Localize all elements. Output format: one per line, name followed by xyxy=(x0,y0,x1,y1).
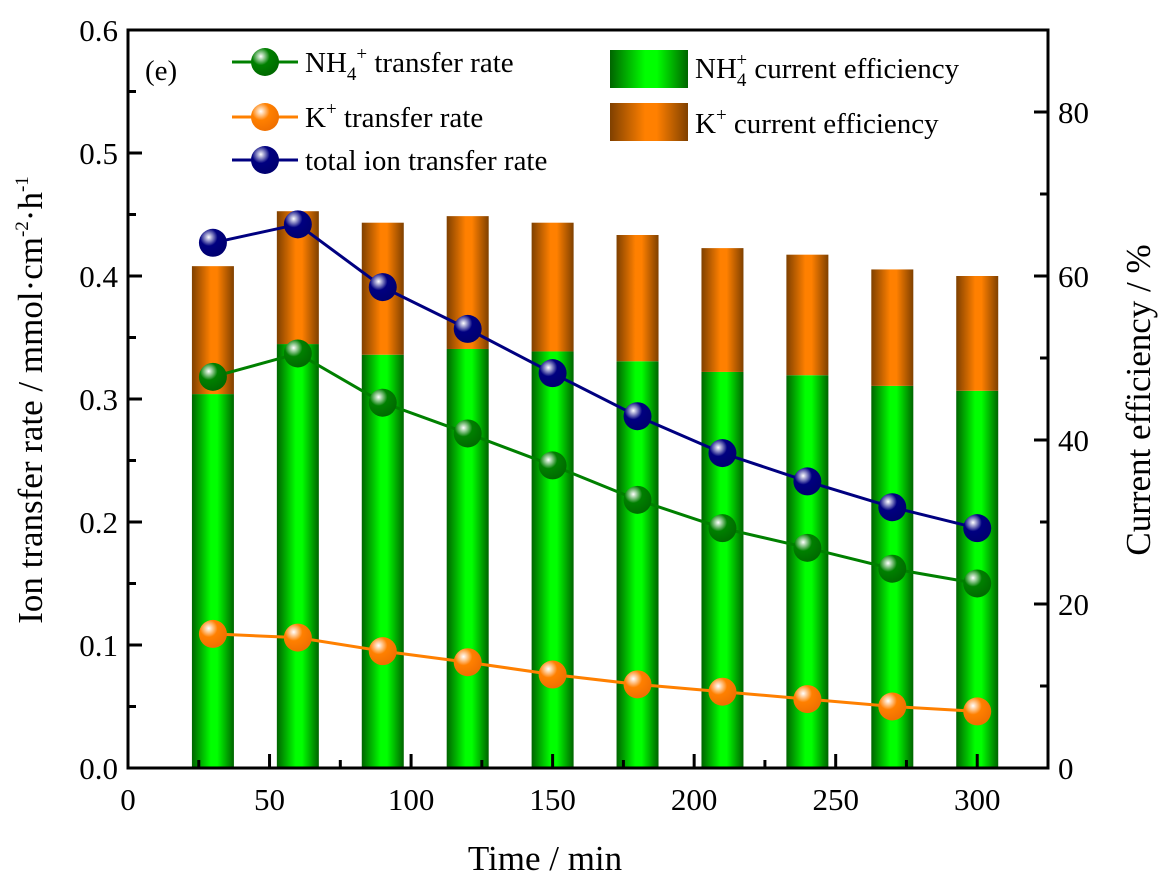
y-left-tick-label: 0.5 xyxy=(79,136,118,171)
point-total-rate xyxy=(368,273,397,302)
svg-text:NH4+ current efficiency: NH4+ current efficiency xyxy=(695,50,960,91)
x-tick-label: 0 xyxy=(120,782,136,817)
y-right-tick-label: 40 xyxy=(1058,423,1089,458)
point-nh4-rate xyxy=(878,554,907,583)
bars xyxy=(191,211,999,768)
legend-label: NH xyxy=(695,53,737,85)
point-total-rate xyxy=(878,493,907,522)
bar-k-ce xyxy=(786,254,829,376)
point-nh4-rate xyxy=(708,514,737,543)
point-k-rate xyxy=(368,637,397,666)
bar-nh4-ce xyxy=(701,371,744,768)
x-tick-label: 100 xyxy=(388,782,435,817)
svg-text:K+ transfer rate: K+ transfer rate xyxy=(305,99,483,134)
x-tick-label: 150 xyxy=(529,782,576,817)
point-total-rate xyxy=(453,314,482,343)
x-tick-label: 50 xyxy=(254,782,285,817)
legend-item-k-rate: K+ transfer rate xyxy=(232,99,483,134)
y-left-tick-label: 0.4 xyxy=(79,259,118,294)
point-total-rate xyxy=(198,228,227,257)
axes: 0 50 100 150 200 250 300 0.0 0.1 0.2 0.3 0.4 0.5 0.6 0… xyxy=(79,13,1089,817)
point-k-rate xyxy=(623,670,652,699)
point-total-rate xyxy=(538,359,567,388)
bar-nh4-ce xyxy=(191,394,234,768)
bar-k-ce xyxy=(616,235,659,362)
svg-text:NH4+ transfer rate: NH4+ transfer rate xyxy=(305,44,514,85)
bar-nh4-ce xyxy=(276,344,319,768)
y-right-tick-label: 20 xyxy=(1058,587,1089,622)
legend-marker-total-rate xyxy=(251,146,279,174)
y-right-tick-label: 0 xyxy=(1058,751,1074,786)
point-k-rate xyxy=(878,692,907,721)
legend: NH4+ transfer rate K+ transfer rate tota… xyxy=(232,44,960,177)
legend-item-total-rate: total ion transfer rate xyxy=(232,145,547,177)
x-axis-title: Time / min xyxy=(468,839,622,878)
legend-item-nh4-ce: NH4+ current efficiency xyxy=(610,50,960,91)
point-nh4-rate xyxy=(368,388,397,417)
legend-label: NH xyxy=(305,47,347,79)
y-left-tick-label: 0.2 xyxy=(79,505,118,540)
line-k-rate xyxy=(212,632,978,713)
panel-label: (e) xyxy=(145,55,177,87)
point-k-rate xyxy=(283,623,312,652)
legend-marker-nh4-rate xyxy=(251,48,279,76)
legend-item-k-ce: K+ current efficiency xyxy=(610,103,939,141)
y-left-tick-label: 0.3 xyxy=(79,382,118,417)
bar-k-ce xyxy=(701,248,744,372)
line-nh4-rate xyxy=(212,351,978,585)
point-total-rate xyxy=(623,402,652,431)
point-nh4-rate xyxy=(198,362,227,391)
bar-k-ce xyxy=(531,222,574,352)
bar-nh4-ce xyxy=(446,348,489,768)
bar-k-ce xyxy=(871,269,914,386)
point-k-rate xyxy=(538,660,567,689)
point-nh4-rate xyxy=(793,533,822,562)
legend-swatch-k-ce xyxy=(610,103,688,141)
point-nh4-rate xyxy=(623,485,652,514)
y-left-tick-label: 0.6 xyxy=(79,13,118,48)
legend-label: total ion transfer rate xyxy=(305,145,547,177)
point-k-rate xyxy=(198,619,227,648)
bar-nh4-ce xyxy=(531,351,574,768)
legend-marker-k-rate xyxy=(251,103,279,131)
point-total-rate xyxy=(283,210,312,239)
y-left-tick-label: 0.1 xyxy=(79,628,118,663)
point-nh4-rate xyxy=(538,451,567,480)
point-total-rate xyxy=(963,514,992,543)
point-k-rate xyxy=(453,648,482,677)
svg-text:K+ current efficiency: K+ current efficiency xyxy=(695,105,939,140)
point-k-rate xyxy=(793,685,822,714)
point-total-rate xyxy=(708,439,737,468)
legend-label: K xyxy=(305,102,326,134)
point-k-rate xyxy=(708,677,737,706)
point-nh4-rate xyxy=(283,339,312,368)
y-right-tick-label: 80 xyxy=(1058,95,1089,130)
lines xyxy=(198,210,992,726)
bar-nh4-ce xyxy=(361,354,404,768)
x-tick-label: 300 xyxy=(954,782,1001,817)
y-axis-right-title: Current efficiency / % xyxy=(1119,244,1158,555)
point-nh4-rate xyxy=(963,569,992,598)
x-tick-label: 200 xyxy=(671,782,718,817)
x-tick-label: 250 xyxy=(812,782,859,817)
bar-k-ce xyxy=(956,276,999,391)
legend-label: K xyxy=(695,108,716,140)
y-right-tick-label: 60 xyxy=(1058,259,1089,294)
legend-item-nh4-rate: NH4+ transfer rate xyxy=(232,44,514,85)
point-total-rate xyxy=(793,467,822,496)
line-total-rate xyxy=(212,222,978,530)
point-k-rate xyxy=(963,697,992,726)
y-axis-left-title: Ion transfer rate / mmol·cm-2·h-1 xyxy=(11,176,50,624)
point-nh4-rate xyxy=(453,419,482,448)
legend-swatch-nh4-ce xyxy=(610,50,688,88)
y-left-tick-label: 0.0 xyxy=(79,751,118,786)
